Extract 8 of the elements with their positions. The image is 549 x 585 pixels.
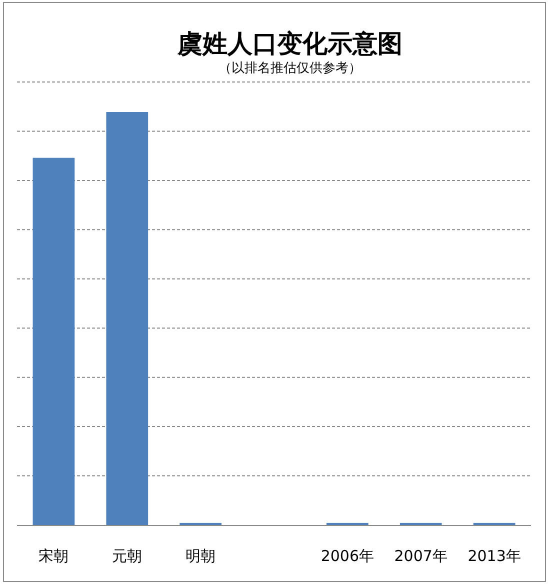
x-tick-label: 2006年 — [320, 547, 374, 565]
x-tick-label: 明朝 — [186, 547, 216, 565]
chart-subtitle: （以排名推估仅供参考） — [218, 61, 362, 76]
x-tick-label: 2007年 — [394, 547, 448, 565]
chart-title: 虞姓人口变化示意图 — [176, 29, 402, 58]
x-tick-label: 宋朝 — [38, 547, 69, 565]
x-tick-label: 元朝 — [112, 547, 142, 565]
x-tick-label: 2013年 — [468, 547, 521, 565]
